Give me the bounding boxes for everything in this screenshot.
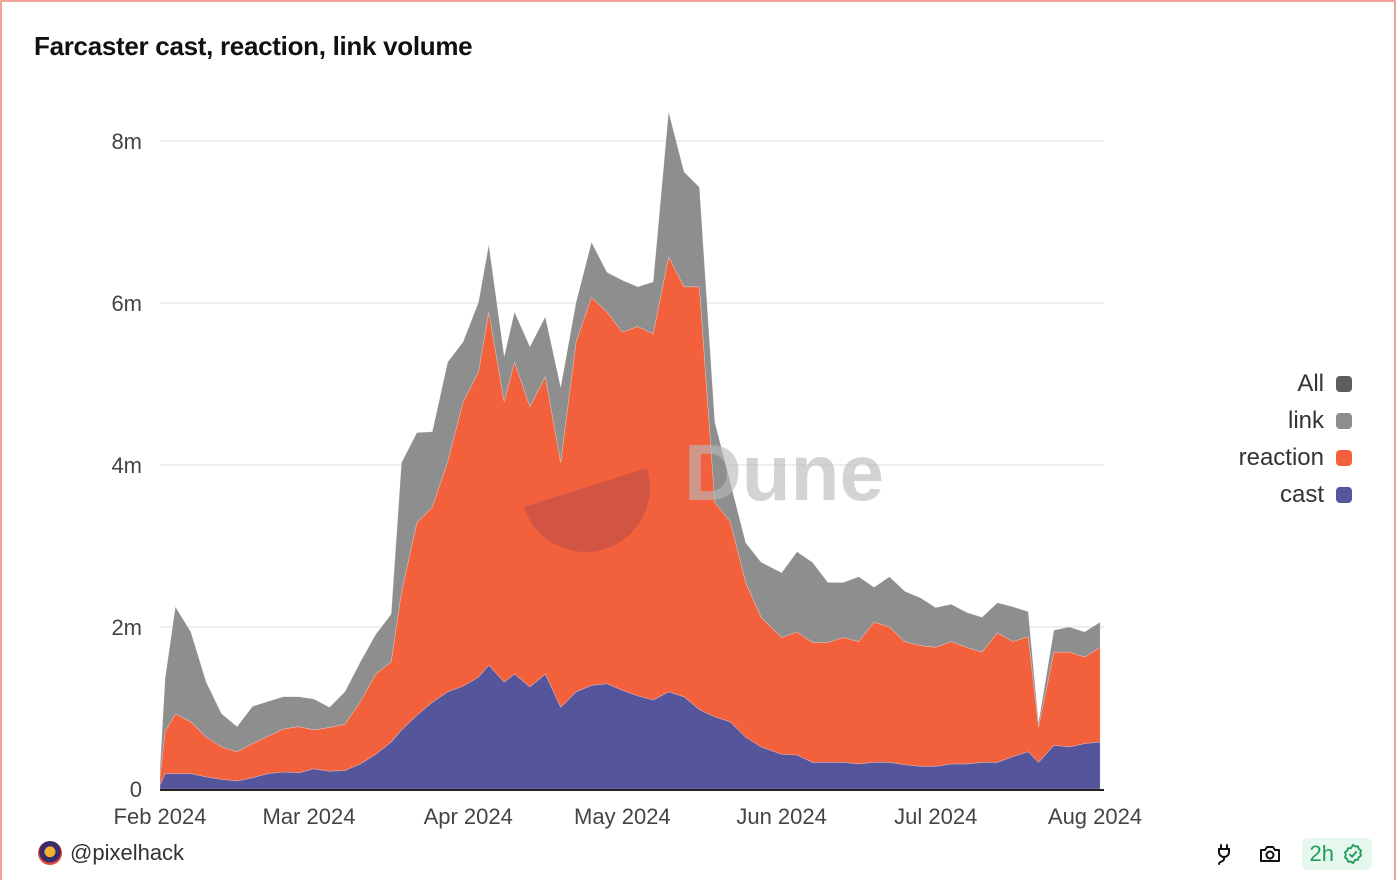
y-tick-label: 2m — [111, 615, 142, 640]
x-tick-label: Apr 2024 — [424, 804, 513, 829]
camera-icon[interactable] — [1256, 840, 1284, 868]
legend-swatch — [1336, 487, 1352, 503]
area-link[interactable] — [159, 111, 1101, 777]
legend-item-cast[interactable]: cast — [1280, 481, 1352, 509]
chart-title: Farcaster cast, reaction, link volume — [34, 31, 473, 61]
author-username: @pixelhack — [70, 840, 185, 865]
legend-item-link[interactable]: link — [1288, 407, 1352, 435]
x-tick-label: Aug 2024 — [1048, 804, 1142, 829]
x-tick-label: Mar 2024 — [263, 804, 356, 829]
plug-icon[interactable] — [1210, 840, 1238, 868]
x-tick-label: May 2024 — [574, 804, 671, 829]
footer-actions: 2h — [1210, 838, 1372, 870]
check-badge-icon — [1344, 843, 1362, 865]
avatar — [38, 841, 62, 865]
refresh-age: 2h — [1309, 841, 1334, 866]
x-tick-label: Feb 2024 — [114, 804, 207, 829]
y-tick-label: 4m — [111, 453, 142, 478]
dune-watermark: Dune — [524, 428, 884, 552]
y-tick-label: 6m — [111, 291, 142, 316]
legend-item-reaction[interactable]: reaction — [1239, 444, 1352, 472]
author-link[interactable]: @pixelhack — [38, 840, 184, 866]
legend-swatch — [1336, 376, 1352, 392]
dune-logo-icon — [524, 468, 651, 552]
watermark-text: Dune — [684, 428, 884, 517]
y-tick-label: 8m — [111, 129, 142, 154]
legend-swatch — [1336, 413, 1352, 429]
chart-legend: All link reaction cast — [1239, 370, 1352, 509]
y-tick-label: 0 — [130, 777, 142, 802]
legend-label: link — [1287, 407, 1324, 434]
legend-label: cast — [1279, 481, 1324, 508]
x-tick-label: Jun 2024 — [736, 804, 827, 829]
x-tick-label: Jul 2024 — [894, 804, 977, 829]
legend-item-all[interactable]: All — [1297, 370, 1352, 398]
legend-swatch — [1336, 450, 1352, 466]
legend-label: reaction — [1238, 444, 1324, 471]
legend-label: All — [1297, 370, 1324, 397]
refresh-status-badge[interactable]: 2h — [1301, 838, 1372, 870]
